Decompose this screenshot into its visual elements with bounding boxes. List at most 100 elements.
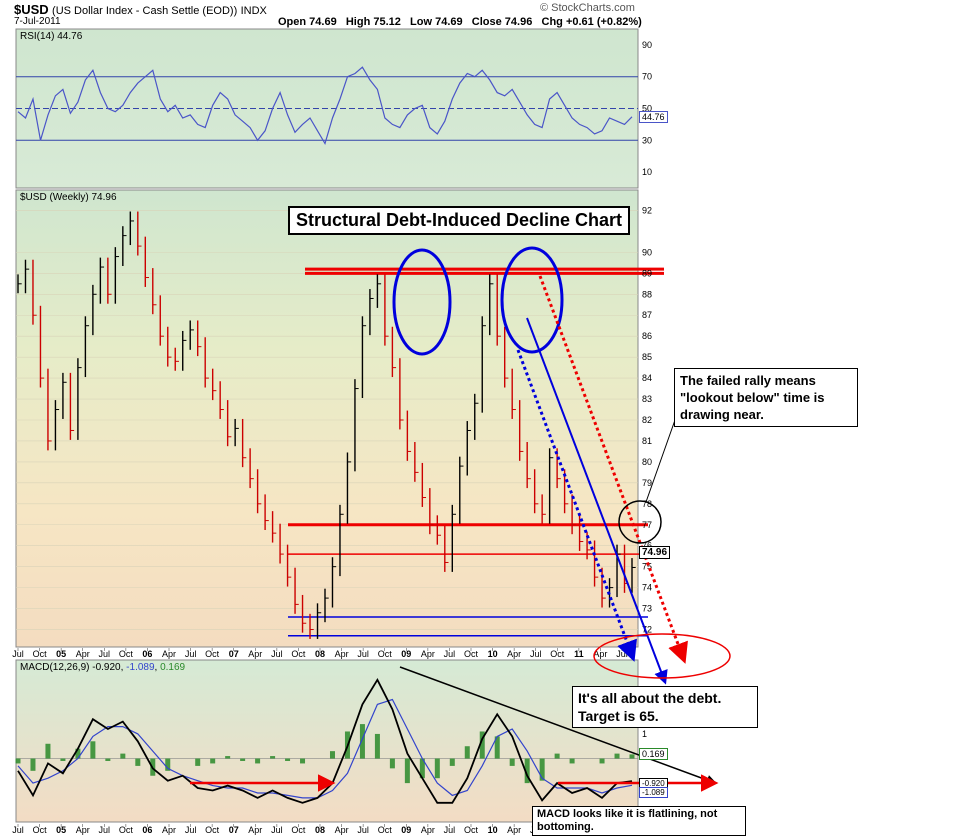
macd-x-tick-label: Oct: [291, 825, 306, 835]
macd-legend-2: -1.089: [126, 662, 155, 673]
rsi-tick-label: 10: [642, 167, 652, 177]
macd-x-tick-label: Oct: [119, 825, 134, 835]
price-x-tick-label: Apr: [335, 649, 349, 659]
macd-x-tick-label: Oct: [205, 825, 220, 835]
macd-x-tick-label: Apr: [162, 825, 176, 835]
price-tick-label: 84: [642, 373, 652, 383]
price-last-value: 74.96: [639, 546, 671, 559]
macd-histogram-bar: [509, 758, 515, 766]
macd-x-tick-label: 10: [488, 825, 498, 835]
macd-x-tick-label: 07: [229, 825, 239, 835]
price-x-tick-label: Jul: [444, 649, 456, 659]
macd-histogram-bar: [629, 754, 635, 759]
price-x-tick-label: Oct: [464, 649, 479, 659]
macd-histogram-bar: [135, 758, 141, 766]
price-x-tick-label: Oct: [378, 649, 393, 659]
price-x-tick-label: Oct: [119, 649, 134, 659]
macd-x-tick-label: Apr: [507, 825, 521, 835]
price-tick-label: 83: [642, 394, 652, 404]
price-tick-label: 77: [642, 520, 652, 530]
macd-histogram-bar: [374, 733, 380, 759]
price-tick-label: 82: [642, 415, 652, 425]
price-x-tick-label: 05: [56, 649, 66, 659]
price-x-tick-label: Jul: [12, 649, 24, 659]
macd-legend-3: 0.169: [160, 662, 186, 673]
macd-histogram-bar: [524, 758, 530, 784]
rsi-last-value: 44.76: [639, 111, 668, 123]
price-tick-label: 79: [642, 478, 652, 488]
macd-x-tick-label: Jul: [185, 825, 197, 835]
macd-histogram-bar: [419, 758, 425, 779]
macd-downtrend-line: [399, 666, 717, 786]
price-tick-label: 92: [642, 205, 652, 215]
symbol: $USD: [14, 2, 49, 17]
rsi-tick-label: 70: [642, 72, 652, 82]
macd-histogram-bar: [449, 758, 455, 766]
macd-x-tick-label: Oct: [464, 825, 479, 835]
macd-note-callout: MACD looks like it is flatlining, not bo…: [532, 806, 746, 836]
price-x-tick-label: Apr: [76, 649, 90, 659]
price-tick-label: 73: [642, 604, 652, 614]
macd-histogram-bar: [614, 753, 620, 759]
header-row-1: $USD (US Dollar Index - Cash Settle (EOD…: [14, 2, 267, 17]
macd-histogram-bar: [255, 758, 261, 764]
macd-x-tick-label: Jul: [12, 825, 24, 835]
price-x-tick-label: Apr: [507, 649, 521, 659]
macd-histogram-bar: [434, 758, 440, 779]
price-tick-label: 86: [642, 331, 652, 341]
annotation-overlays: [190, 246, 731, 792]
price-title: $USD (Weekly) 74.96: [20, 192, 117, 203]
macd-signal-line: [17, 698, 633, 799]
rsi-series-line: [17, 66, 633, 145]
price-x-tick-label: Apr: [593, 649, 607, 659]
macd-x-tick-label: Apr: [335, 825, 349, 835]
macd-histogram-bar: [120, 753, 126, 759]
macd-histogram-bar: [464, 746, 470, 759]
price-x-tick-label: Jul: [271, 649, 283, 659]
macd-histogram-bar: [554, 753, 560, 759]
macd-hist-value: 0.169: [639, 748, 668, 760]
price-x-tick-label: 11: [574, 649, 584, 659]
macd-histogram-bar: [389, 758, 395, 769]
macd-histogram-bar: [359, 724, 365, 759]
rsi-title: RSI(14) 44.76: [20, 31, 83, 42]
price-x-tick-label: Apr: [248, 649, 262, 659]
macd-histogram-bar: [75, 748, 81, 759]
macd-histogram-bar: [165, 758, 171, 771]
rsi-tick-label: 30: [642, 135, 652, 145]
macd-tick-label: 1: [642, 729, 647, 739]
price-tick-label: 87: [642, 310, 652, 320]
date-label: 7-Jul-2011: [14, 16, 61, 27]
price-layer: [17, 211, 664, 639]
price-x-tick-label: Oct: [33, 649, 48, 659]
macd-panel: [15, 659, 639, 823]
price-x-tick-label: Jul: [185, 649, 197, 659]
macd-histogram-bar: [270, 756, 276, 759]
price-x-tick-label: 07: [229, 649, 239, 659]
macd-x-tick-label: Oct: [33, 825, 48, 835]
rsi-layer: [16, 66, 638, 145]
macd-x-tick-label: Jul: [444, 825, 456, 835]
macd-x-tick-label: Jul: [357, 825, 369, 835]
macd-x-tick-label: 09: [401, 825, 411, 835]
macd-histogram-bar: [30, 758, 36, 771]
price-tick-label: 72: [642, 625, 652, 635]
price-x-tick-label: Oct: [291, 649, 306, 659]
target-ellipse: [593, 633, 731, 679]
macd-histogram-bar: [599, 758, 605, 764]
top-right-ellipse: [500, 246, 564, 354]
macd-histogram-bar: [195, 758, 201, 766]
macd-x-tick-label: Apr: [248, 825, 262, 835]
watermark: © StockCharts.com: [540, 2, 635, 14]
price-tick-label: 90: [642, 247, 652, 257]
price-tick-label: 76: [642, 541, 652, 551]
price-x-tick-label: 09: [401, 649, 411, 659]
rsi-tick-label: 90: [642, 40, 652, 50]
price-tick-label: 78: [642, 499, 652, 509]
macd-histogram-bar: [225, 756, 231, 759]
price-x-tick-label: Apr: [162, 649, 176, 659]
price-tick-label: 81: [642, 436, 652, 446]
macd-histogram-bar: [404, 758, 410, 784]
macd-histogram-bar: [479, 731, 485, 759]
